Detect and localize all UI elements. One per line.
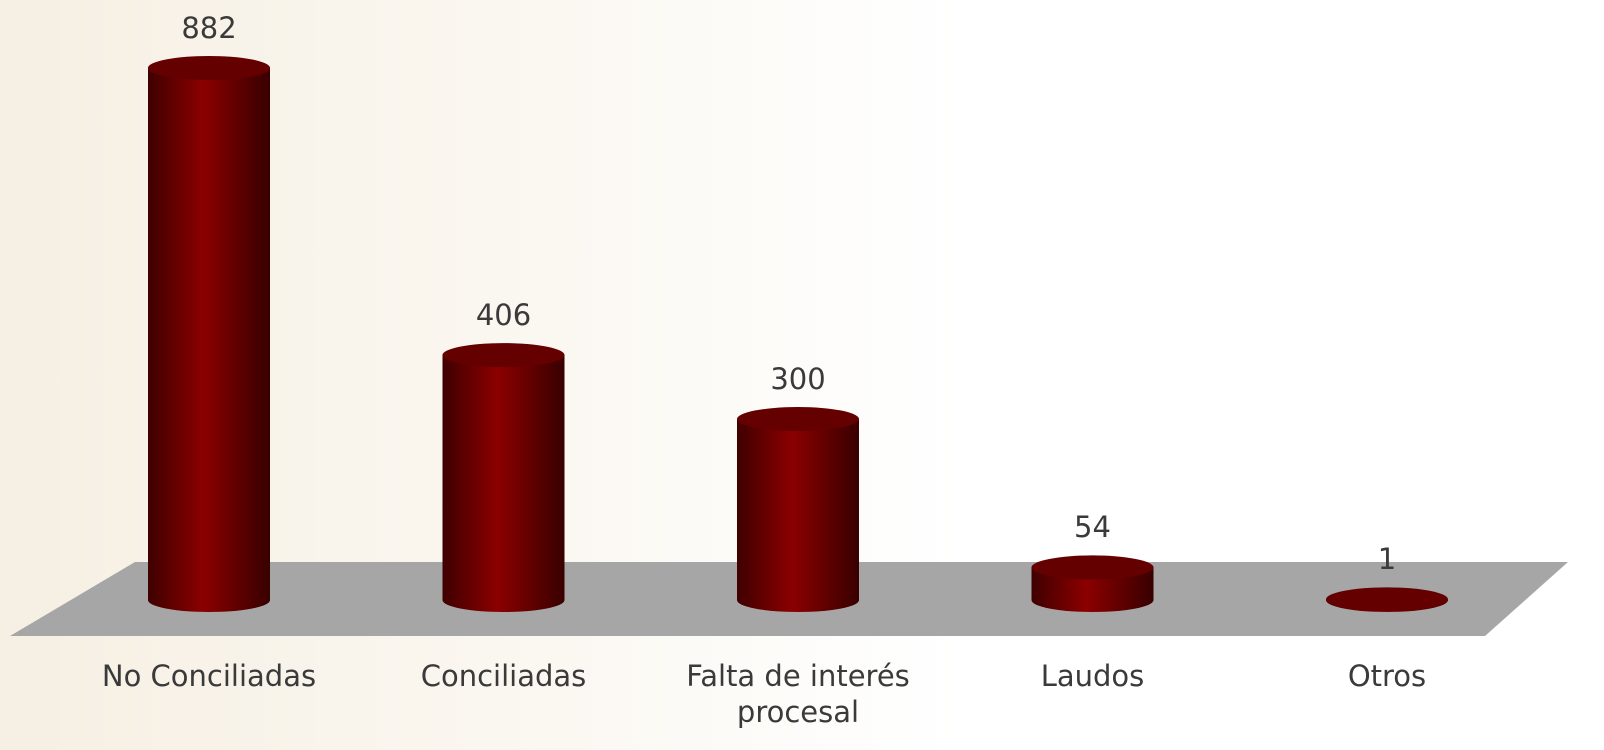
bar-top-shade xyxy=(1031,555,1154,580)
x-tick-label: Laudos xyxy=(1040,659,1145,693)
bar-top xyxy=(442,343,565,368)
value-label: 406 xyxy=(475,298,532,333)
bar-shade xyxy=(1031,567,1154,612)
bar-top-shade xyxy=(442,343,565,368)
value-label: 300 xyxy=(770,362,826,397)
bar-shade xyxy=(148,68,270,612)
value-label: 882 xyxy=(181,11,237,45)
value-label: 1 xyxy=(1377,542,1397,577)
x-tick-label: Falta de interés procesal xyxy=(686,659,910,729)
x-tick-label: Otros xyxy=(1347,659,1427,693)
x-tick-label: No Conciliadas xyxy=(101,659,317,693)
bar-top-shade xyxy=(1326,587,1448,612)
bar-top-shade xyxy=(148,56,270,80)
bar-top xyxy=(737,407,859,432)
bar-top xyxy=(148,56,270,80)
bar-top xyxy=(1326,587,1448,612)
bar-top xyxy=(1031,555,1154,580)
value-label: 54 xyxy=(1074,510,1111,545)
bar-top-shade xyxy=(737,407,859,432)
bar-shade xyxy=(442,355,565,612)
x-tick-label: Conciliadas xyxy=(420,659,587,693)
bar-shade xyxy=(737,419,859,612)
